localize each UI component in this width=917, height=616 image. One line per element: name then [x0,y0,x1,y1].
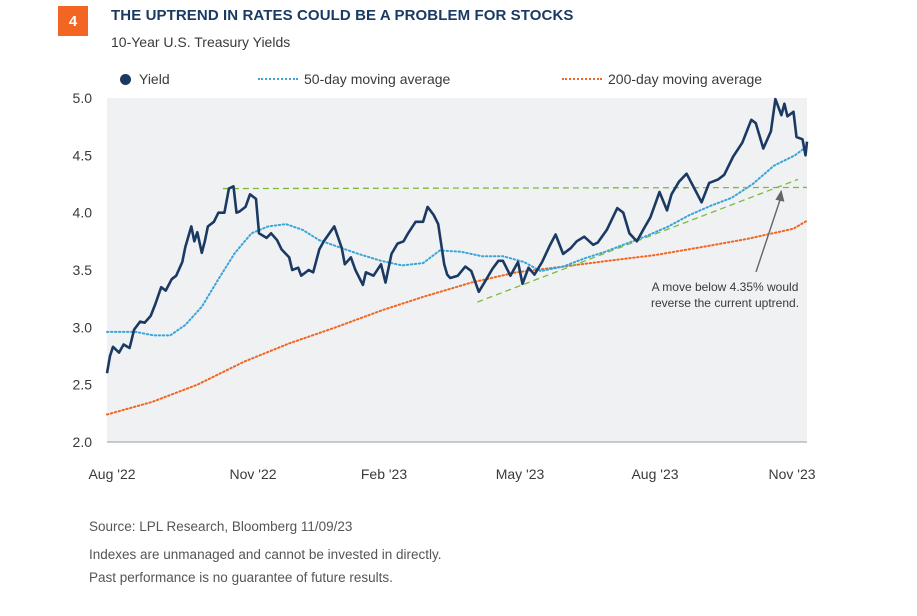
source-note: Source: LPL Research, Bloomberg 11/09/23 [89,519,353,534]
x-tick-label: May '23 [496,466,545,482]
y-tick-label: 2.0 [73,434,93,450]
chart-title: THE UPTREND IN RATES COULD BE A PROBLEM … [111,7,574,24]
annotation-text: reverse the current uptrend. [651,296,799,310]
disclaimer-performance: Past performance is no guarantee of futu… [89,570,393,585]
y-tick-label: 3.0 [73,319,93,335]
x-tick-label: Nov '23 [768,466,815,482]
x-tick-label: Aug '22 [88,466,135,482]
x-tick-label: Nov '22 [229,466,276,482]
legend-item-yield: Yield [120,71,170,87]
annotation-text: A move below 4.35% would [652,280,799,294]
legend-item-200day: 200-day moving average [562,71,762,87]
y-tick-label: 2.5 [73,377,93,393]
annotation-arrow-line [755,198,782,273]
chart-number-badge: 4 [58,6,88,36]
chart-subtitle: 10-Year U.S. Treasury Yields [111,34,291,50]
plot-area [107,98,807,442]
legend-item-50day: 50-day moving average [258,71,450,87]
y-tick-label: 5.0 [73,90,93,106]
x-tick-label: Aug '23 [631,466,678,482]
x-tick-label: Feb '23 [361,466,407,482]
y-tick-label: 3.5 [73,262,93,278]
legend-50day-label: 50-day moving average [304,71,451,87]
ma200-line [106,219,808,416]
trendline [222,186,808,190]
legend-200day-label: 200-day moving average [608,71,763,87]
ma50-line [106,145,808,337]
legend-200day-marker [562,78,602,80]
legend-yield-marker [120,73,131,85]
legend-yield-label: Yield [139,71,170,87]
yield-line [105,97,809,374]
annotation-arrow-head [775,189,785,202]
legend-50day-marker [258,78,298,80]
y-tick-label: 4.5 [73,147,93,163]
disclaimer-indexes: Indexes are unmanaged and cannot be inve… [89,547,442,562]
y-tick-label: 4.0 [73,205,93,221]
